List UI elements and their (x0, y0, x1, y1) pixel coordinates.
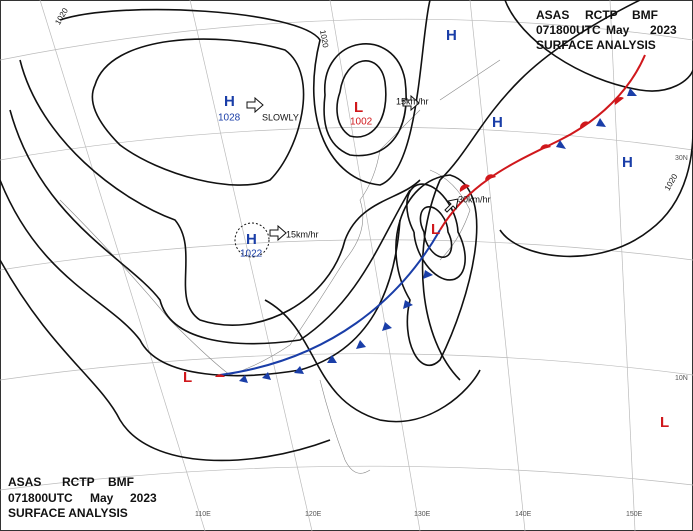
movement-label: 15km/hr (396, 96, 429, 106)
low-center: L (660, 414, 669, 431)
title-line3: SURFACE ANALYSIS (8, 506, 128, 520)
latitude-label: 10N (675, 375, 688, 382)
front-triangles (239, 88, 637, 383)
title-line1-a: ASAS (8, 475, 41, 489)
longitude-label: 130E (414, 511, 431, 518)
title-line2-c: 2023 (130, 491, 157, 505)
longitude-label: 110E (195, 511, 211, 518)
stationary-front (439, 54, 646, 231)
movement-label: SLOWLY (262, 112, 299, 122)
front-semicircles (215, 96, 624, 377)
high-center: H (622, 154, 633, 171)
title-line1-a: ASAS (536, 8, 569, 22)
longitude-label: 150E (626, 511, 643, 518)
move-arrow (402, 94, 420, 112)
fronts (215, 54, 646, 383)
move-arrow (246, 96, 264, 114)
title-line2-a: 071800UTC (536, 23, 601, 37)
longitude-label: 140E (515, 511, 532, 518)
high-center: H (492, 114, 503, 131)
title-line2-a: 071800UTC (8, 491, 73, 505)
cold-front (219, 229, 441, 376)
movement-label: 15km/hr (286, 229, 319, 239)
high-center: H (246, 231, 257, 248)
high-center: H (446, 27, 457, 44)
high-pressure: 1028 (218, 113, 241, 124)
move-arrow (444, 198, 459, 213)
low-center: L (431, 221, 440, 238)
title-line3: SURFACE ANALYSIS (536, 38, 656, 52)
longitude-label: 120E (305, 511, 322, 518)
dashed-high-area (234, 222, 270, 258)
low-center: L (183, 369, 192, 386)
title-line1-c: BMF (108, 475, 134, 489)
isobars (0, 0, 693, 462)
isobar-label: 1020 (318, 29, 330, 49)
title-line1-c: BMF (632, 8, 658, 22)
movement-label: 30km/hr (458, 194, 491, 204)
title-line2-c: 2023 (650, 23, 677, 37)
title-line2-b: May (606, 23, 630, 37)
title-line1-b: RCTP (62, 475, 95, 489)
title-line2-b: May (90, 491, 114, 505)
move-arrow (269, 224, 287, 242)
high-center: H (224, 93, 235, 110)
low-pressure: 1002 (350, 117, 373, 128)
latitude-label: 30N (675, 155, 688, 162)
low-center: L (354, 99, 363, 116)
title-line1-b: RCTP (585, 8, 618, 22)
high-pressure: 1022 (240, 249, 263, 260)
